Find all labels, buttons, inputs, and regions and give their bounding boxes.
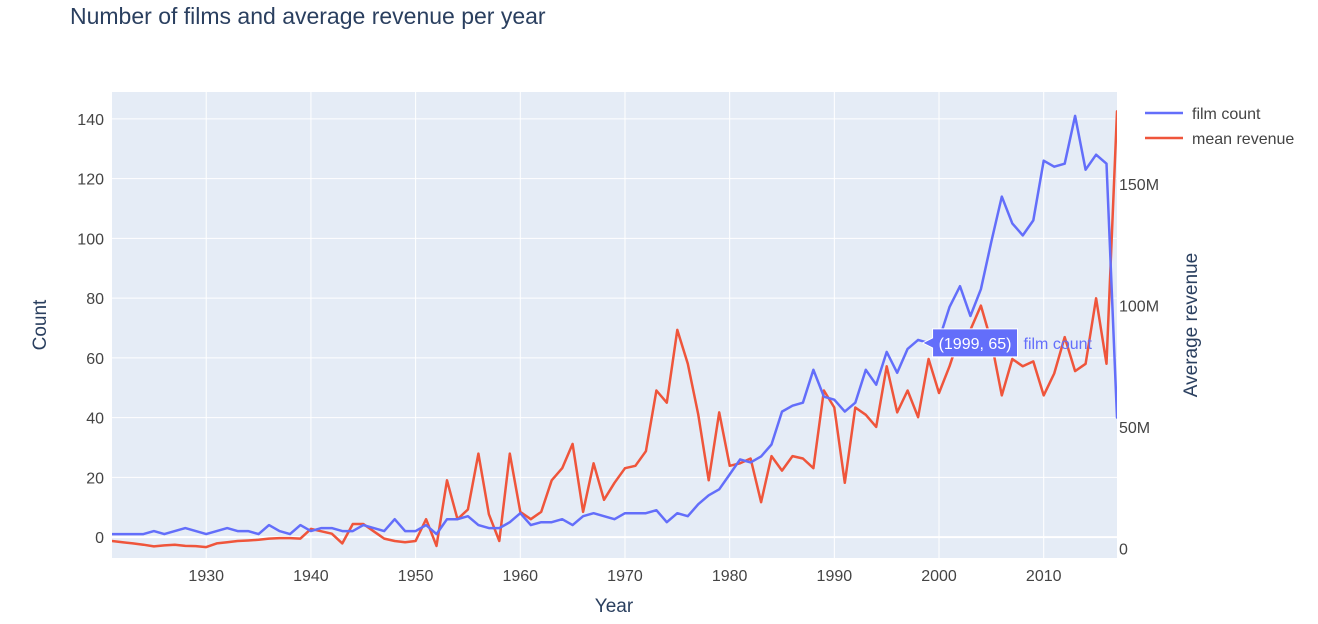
x-tick-label: 2010 <box>1026 568 1062 585</box>
x-tick-label: 1990 <box>817 568 853 585</box>
y2-axis-ticks: 0 50M 100M 150M <box>1119 177 1159 558</box>
y-tick-label: 0 <box>95 530 104 547</box>
series-lines <box>112 110 1117 549</box>
hover-tooltip-series: film count <box>1024 336 1093 353</box>
x-tick-label: 1970 <box>607 568 643 585</box>
x-tick-label: 2000 <box>921 568 957 585</box>
x-tick-label: 1930 <box>188 568 224 585</box>
y2-tick-label: 50M <box>1119 420 1150 437</box>
legend-item-film-count[interactable]: film count <box>1145 106 1261 123</box>
legend-label-mean-revenue: mean revenue <box>1192 131 1294 148</box>
y-axis-title: Count <box>30 299 51 350</box>
x-tick-label: 1960 <box>502 568 538 585</box>
hover-tooltip-box <box>921 328 1018 358</box>
y-tick-label: 20 <box>86 470 104 487</box>
y-tick-label: 60 <box>86 351 104 368</box>
y-tick-label: 140 <box>77 112 104 129</box>
y-tick-label: 100 <box>77 231 104 248</box>
legend-label-film-count: film count <box>1192 106 1261 123</box>
y2-axis-title: Average revenue <box>1181 253 1202 397</box>
x-axis-ticks: 1930 1940 1950 1960 1970 1980 1990 2000 2010 <box>188 568 1061 585</box>
hover-tooltip: (1999, 65) film count <box>921 328 1093 358</box>
y2-tick-label: 100M <box>1119 299 1159 316</box>
y-axis-ticks: 0 20 40 60 80 100 120 140 <box>77 112 104 547</box>
y-tick-label: 40 <box>86 411 104 428</box>
y-tick-label: 120 <box>77 172 104 189</box>
chart-title: Number of films and average revenue per … <box>70 3 546 29</box>
plot-area[interactable] <box>112 92 1117 558</box>
gridlines <box>112 92 1117 558</box>
x-tick-label: 1980 <box>712 568 748 585</box>
legend-item-mean-revenue[interactable]: mean revenue <box>1145 131 1294 148</box>
y2-tick-label: 150M <box>1119 177 1159 194</box>
series-line-mean-revenue[interactable] <box>112 110 1117 549</box>
hover-tooltip-value: (1999, 65) <box>939 336 1012 353</box>
legend: film count mean revenue <box>1145 106 1294 148</box>
x-axis-title: Year <box>595 596 634 617</box>
x-tick-label: 1940 <box>293 568 329 585</box>
y-tick-label: 80 <box>86 291 104 308</box>
x-tick-label: 1950 <box>398 568 434 585</box>
y2-tick-label: 0 <box>1119 541 1128 558</box>
series-line-film-count[interactable] <box>112 114 1117 536</box>
